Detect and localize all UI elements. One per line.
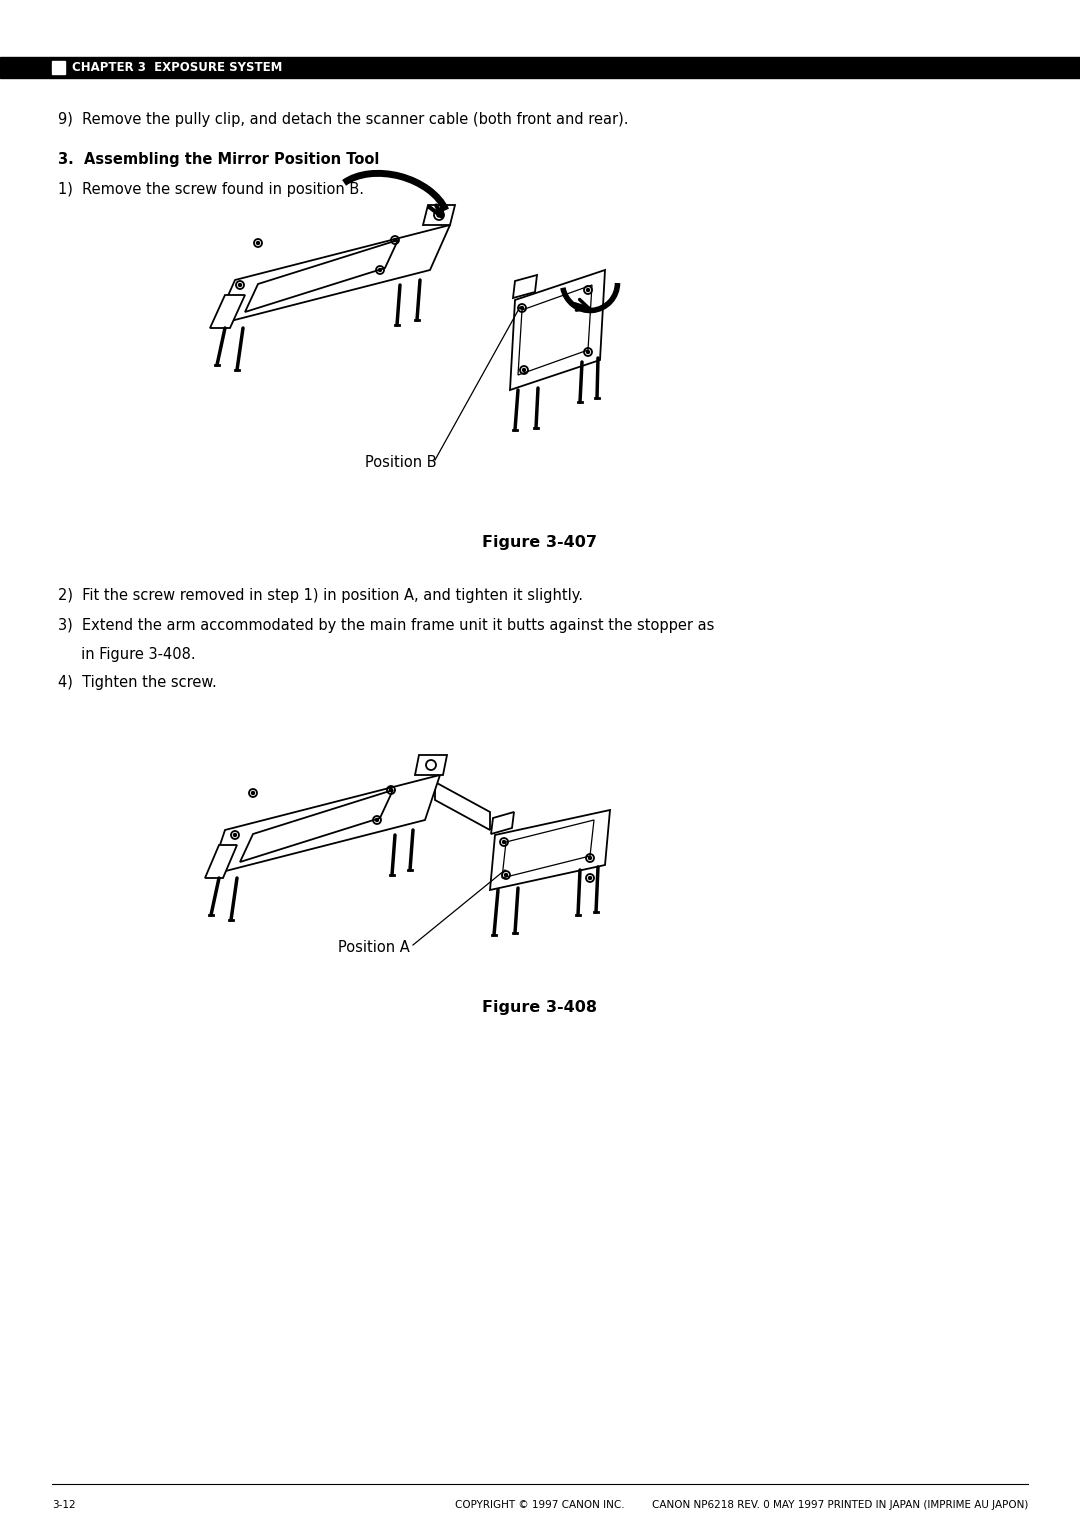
Polygon shape: [435, 782, 490, 830]
Text: Figure 3-407: Figure 3-407: [483, 535, 597, 550]
Text: in Figure 3-408.: in Figure 3-408.: [58, 646, 195, 662]
Circle shape: [393, 238, 396, 241]
Circle shape: [504, 874, 508, 877]
Circle shape: [378, 269, 381, 272]
Polygon shape: [240, 790, 393, 862]
Text: 1)  Remove the screw found in position B.: 1) Remove the screw found in position B.: [58, 182, 364, 197]
Text: COPYRIGHT © 1997 CANON INC.: COPYRIGHT © 1997 CANON INC.: [455, 1500, 625, 1510]
Circle shape: [252, 792, 255, 795]
Text: Position B: Position B: [365, 455, 436, 471]
Circle shape: [239, 284, 242, 287]
Polygon shape: [423, 205, 455, 225]
Circle shape: [502, 840, 505, 843]
Text: 3)  Extend the arm accommodated by the main frame unit it butts against the stop: 3) Extend the arm accommodated by the ma…: [58, 617, 714, 633]
Polygon shape: [245, 240, 399, 312]
Polygon shape: [210, 295, 245, 329]
Text: 3-12: 3-12: [52, 1500, 76, 1510]
Text: CANON NP6218 REV. 0 MAY 1997 PRINTED IN JAPAN (IMPRIME AU JAPON): CANON NP6218 REV. 0 MAY 1997 PRINTED IN …: [651, 1500, 1028, 1510]
Text: 3.  Assembling the Mirror Position Tool: 3. Assembling the Mirror Position Tool: [58, 151, 379, 167]
Polygon shape: [490, 810, 610, 889]
Circle shape: [437, 212, 441, 217]
Circle shape: [523, 368, 526, 371]
Circle shape: [586, 289, 590, 292]
Circle shape: [233, 833, 237, 836]
Text: Figure 3-408: Figure 3-408: [483, 999, 597, 1015]
Text: 2)  Fit the screw removed in step 1) in position A, and tighten it slightly.: 2) Fit the screw removed in step 1) in p…: [58, 588, 583, 604]
Text: 9)  Remove the pully clip, and detach the scanner cable (both front and rear).: 9) Remove the pully clip, and detach the…: [58, 112, 629, 127]
Polygon shape: [210, 775, 440, 876]
Polygon shape: [415, 755, 447, 775]
Polygon shape: [510, 270, 605, 390]
Polygon shape: [518, 286, 592, 374]
Circle shape: [589, 857, 592, 859]
Text: 4)  Tighten the screw.: 4) Tighten the screw.: [58, 675, 217, 691]
Polygon shape: [513, 275, 537, 298]
Circle shape: [586, 350, 590, 353]
Polygon shape: [502, 821, 594, 879]
Bar: [52, 61, 65, 73]
Circle shape: [589, 877, 592, 880]
Text: Position A: Position A: [338, 940, 409, 955]
Polygon shape: [205, 845, 237, 879]
Polygon shape: [491, 811, 514, 834]
Bar: [0, 57, 1080, 78]
Circle shape: [390, 788, 392, 792]
Circle shape: [376, 819, 378, 822]
Polygon shape: [215, 225, 450, 325]
Text: CHAPTER 3  EXPOSURE SYSTEM: CHAPTER 3 EXPOSURE SYSTEM: [72, 61, 282, 73]
Circle shape: [521, 307, 524, 310]
Circle shape: [257, 241, 259, 244]
